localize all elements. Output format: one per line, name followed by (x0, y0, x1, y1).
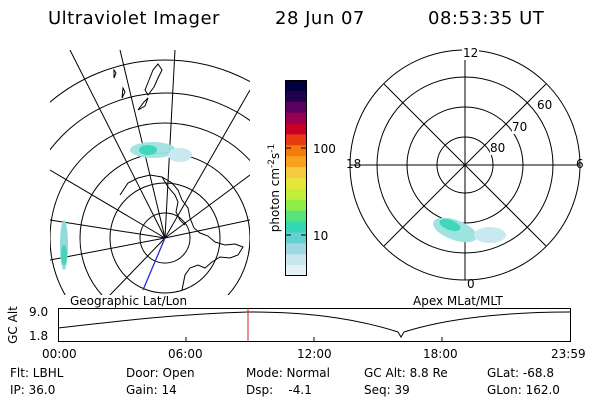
gcalt-info: GC Alt: 8.8 Re (364, 366, 448, 380)
seq-info: Seq: 39 (364, 383, 410, 397)
timeline-ylabel: GC Alt (6, 306, 20, 344)
colorbar-segment (285, 199, 307, 212)
meridian-line (109, 237, 166, 295)
colorbar-segment (285, 188, 307, 201)
time-label: 08:53:35 UT (428, 8, 545, 29)
timeline-xtick-1200: 12:00 (297, 347, 332, 361)
colorbar-segment (285, 80, 307, 92)
nadir-track (142, 237, 166, 291)
colorbar-segment (285, 123, 307, 135)
timeline-xtick-1800: 18:00 (423, 347, 458, 361)
mlt-label-0: 0 (467, 277, 475, 291)
timeline-xtick-0600: 06:00 (168, 347, 203, 361)
colorbar-segment (285, 167, 307, 179)
meridian-line (164, 219, 250, 239)
colorbar-segment (285, 265, 307, 276)
mlat-label-60: 60 (537, 98, 553, 112)
lat-circle (109, 182, 221, 294)
lat-circle (50, 59, 250, 103)
glon-info: GLon: 162.0 (487, 383, 560, 397)
colorbar-segment (285, 210, 307, 223)
colorbar (285, 80, 307, 276)
meridian-line (50, 169, 166, 239)
aurora-patch-geo (60, 142, 192, 270)
meridian-line (50, 219, 166, 239)
colorbar-segment (285, 243, 307, 255)
meridian-line (164, 174, 250, 239)
mode-info: Mode: Normal (246, 366, 330, 380)
mlt-label-12: 12 (462, 46, 480, 60)
ip-info: IP: 36.0 (10, 383, 56, 397)
colorbar-segment (285, 221, 307, 233)
meridian-line (50, 237, 166, 261)
aurora-patch-polar (433, 217, 506, 243)
colorbar-segment (285, 145, 307, 157)
mlt-line (383, 83, 547, 247)
mlat-label-70: 70 (512, 120, 528, 134)
polar-panel-label: Apex MLat/MLT (413, 294, 503, 308)
coastline (113, 63, 244, 291)
glat-info: GLat: -68.8 (487, 366, 554, 380)
geo-panel-label: Geographic Lat/Lon (70, 294, 188, 308)
lat-circle (50, 92, 250, 151)
colorbar-segment (285, 112, 307, 125)
gain-info: Gain: 14 (126, 383, 177, 397)
date-label: 28 Jun 07 (275, 8, 365, 29)
polar-plot (349, 49, 581, 281)
meridian-line (69, 50, 166, 239)
door-info: Door: Open (126, 366, 195, 380)
lat-circle (139, 212, 191, 264)
timeline-ytick-9: 9.0 (29, 305, 49, 319)
geographic-map (50, 50, 250, 295)
colorbar-segment (285, 178, 307, 190)
colorbar-segment (285, 90, 307, 103)
dsp-info: Dsp: -4.1 (246, 383, 312, 397)
lat-circle (79, 152, 250, 295)
colorbar-segment (285, 254, 307, 266)
meridian-line (164, 50, 176, 239)
colorbar-unit-label: photon cm-2s-1 (267, 143, 282, 233)
timeline-plot (58, 308, 571, 342)
mlt-label-6: 6 (576, 157, 584, 171)
mlt-label-18: 18 (346, 157, 362, 171)
lat-circle (50, 122, 250, 295)
timeline-xtick-2359: 23:59 (551, 347, 586, 361)
colorbar-segment (285, 134, 307, 146)
app-title: Ultraviolet Imager (48, 8, 220, 29)
timeline-xtick-0000: 00:00 (42, 347, 77, 361)
meridian-line (164, 89, 250, 239)
flt-info: Flt: LBHL (10, 366, 64, 380)
colorbar-tick-10: 10 (313, 229, 329, 243)
colorbar-segment (285, 232, 307, 244)
colorbar-segment (285, 156, 307, 168)
timeline-ytick-1.8: 1.8 (29, 329, 49, 343)
colorbar-tick-100: 100 (313, 142, 336, 156)
mlat-label-80: 80 (490, 141, 506, 155)
altitude-curve (58, 311, 571, 338)
colorbar-segment (285, 101, 307, 114)
